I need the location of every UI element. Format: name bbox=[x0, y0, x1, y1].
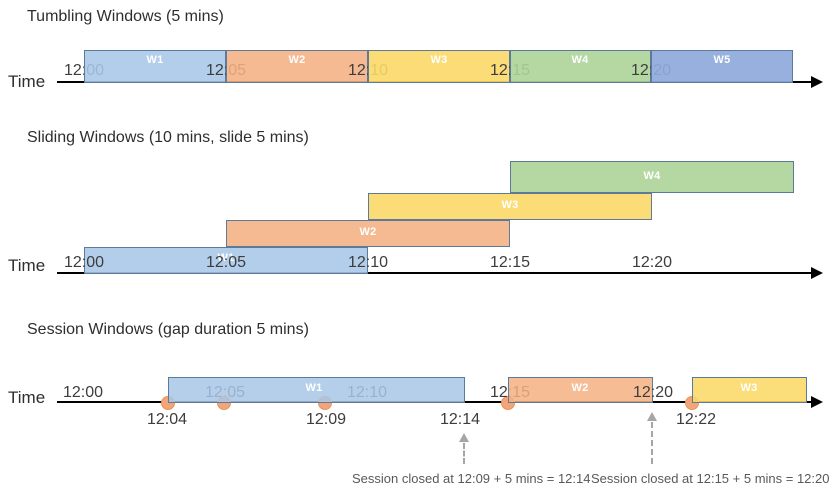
tumbling-window-w5-label: W5 bbox=[713, 54, 731, 66]
session-annotation-1: Session closed at 12:09 + 5 mins = 12:14 bbox=[352, 471, 591, 486]
session-event-label-1204: 12:04 bbox=[146, 411, 188, 428]
tumbling-window-w1-label: W1 bbox=[146, 54, 164, 66]
session-window-w1 bbox=[168, 377, 465, 403]
sliding-window-w2 bbox=[226, 220, 510, 247]
tumbling-window-w2-label: W2 bbox=[288, 54, 306, 66]
session-close-arrow-1 bbox=[463, 443, 465, 464]
tumbling-axis-arrowhead-icon bbox=[811, 76, 823, 88]
tumbling-window-w3-label: W3 bbox=[430, 54, 448, 66]
tumbling-window-w3 bbox=[368, 50, 510, 83]
sliding-window-w1-label: W1 bbox=[217, 252, 235, 264]
tumbling-time-axis-label: Time bbox=[8, 72, 46, 91]
sliding-tick-1215: 12:15 bbox=[489, 254, 531, 271]
sliding-tick-1220: 12:20 bbox=[631, 254, 673, 271]
sliding-time-axis-label: Time bbox=[8, 256, 46, 275]
sliding-tick-1205: 12:05 bbox=[205, 254, 247, 271]
tumbling-title: Tumbling Windows (5 mins) bbox=[27, 8, 224, 25]
sliding-window-w4 bbox=[510, 161, 794, 193]
sliding-tick-1200: 12:00 bbox=[63, 254, 105, 271]
session-tick-1220: 12:20 bbox=[632, 384, 674, 401]
sliding-time-axis bbox=[57, 272, 813, 274]
sliding-window-w3-label: W3 bbox=[501, 199, 519, 211]
session-close-arrow-2-head-icon bbox=[647, 412, 657, 421]
session-title: Session Windows (gap duration 5 mins) bbox=[27, 321, 309, 338]
session-tick-1200: 12:00 bbox=[62, 384, 104, 401]
sliding-window-w1 bbox=[84, 247, 368, 274]
session-event-label-1214: 12:14 bbox=[439, 411, 481, 428]
session-close-arrow-1-head-icon bbox=[459, 433, 469, 442]
tumbling-window-w5 bbox=[651, 50, 793, 83]
session-close-arrow-2 bbox=[651, 422, 653, 464]
tumbling-window-w4-label: W4 bbox=[571, 54, 589, 66]
session-window-w2-label: W2 bbox=[571, 382, 589, 394]
session-time-axis-label: Time bbox=[8, 388, 46, 407]
session-axis-arrowhead-icon bbox=[811, 396, 823, 408]
session-window-w2 bbox=[508, 377, 653, 403]
session-window-w3 bbox=[692, 377, 807, 403]
sliding-axis-arrowhead-icon bbox=[811, 267, 823, 279]
sliding-window-w4-label: W4 bbox=[643, 170, 661, 182]
session-window-w1-label: W1 bbox=[305, 382, 323, 394]
session-event-label-1209: 12:09 bbox=[305, 411, 347, 428]
session-window-w3-label: W3 bbox=[740, 382, 758, 394]
sliding-window-w3 bbox=[368, 193, 652, 220]
sliding-tick-1210: 12:10 bbox=[347, 254, 389, 271]
tumbling-window-w2 bbox=[226, 50, 368, 83]
sliding-title: Sliding Windows (10 mins, slide 5 mins) bbox=[27, 129, 309, 146]
tumbling-window-w4 bbox=[510, 50, 651, 83]
session-annotation-2: Session closed at 12:15 + 5 mins = 12:20 bbox=[591, 471, 829, 486]
sliding-window-w2-label: W2 bbox=[359, 226, 377, 238]
tumbling-window-w1 bbox=[84, 50, 226, 83]
session-event-label-1222: 12:22 bbox=[675, 411, 717, 428]
